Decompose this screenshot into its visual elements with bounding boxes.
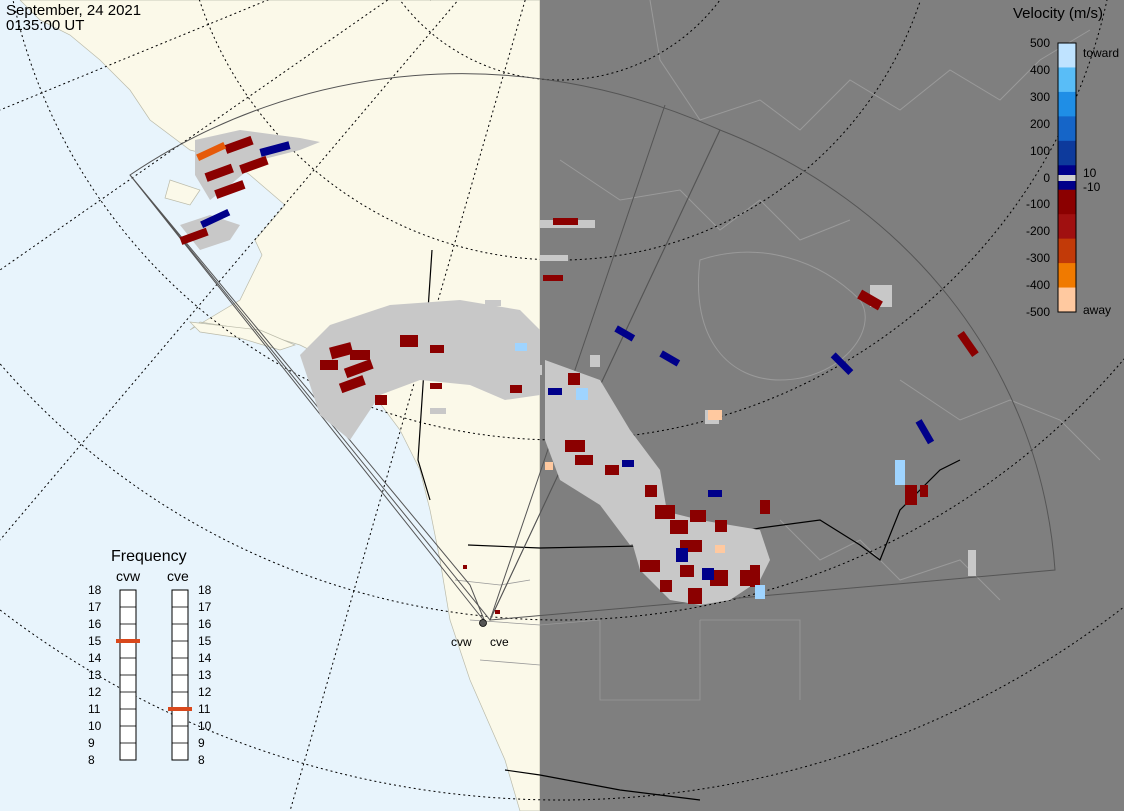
frequency-tick-label: 13 xyxy=(88,668,102,682)
frequency-marker xyxy=(168,707,192,711)
colorbar-tick-label: -300 xyxy=(1025,251,1050,266)
frequency-tick-label: 11 xyxy=(88,702,101,716)
colorbar-toward-label: toward xyxy=(1083,46,1120,60)
frequency-tick-label: 9 xyxy=(198,736,205,750)
colorbar-tick-label: 200 xyxy=(1029,116,1050,131)
colorbar-tick-label: -500 xyxy=(1025,305,1050,319)
frequency-tick-label: 16 xyxy=(88,617,102,631)
frequency-tick-label: 16 xyxy=(198,617,212,631)
colorbar-swatch xyxy=(1058,116,1076,142)
colorbar-swatch xyxy=(1058,214,1076,240)
colorbar-tick-label: -200 xyxy=(1025,224,1050,239)
frequency-tick-label: 13 xyxy=(198,668,212,682)
colorbar-away-label: away xyxy=(1083,303,1112,317)
colorbar-swatch xyxy=(1058,287,1076,313)
radar-fov xyxy=(129,73,1056,623)
frequency-tick-label: 12 xyxy=(198,685,212,699)
frequency-marker xyxy=(116,639,140,643)
colorbar-neg-threshold: -10 xyxy=(1083,180,1101,194)
colorbar-zero-band xyxy=(1058,175,1076,181)
frequency-scales xyxy=(116,589,192,761)
time-label: 0135:00 UT xyxy=(6,17,85,34)
frequency-tick-label: 18 xyxy=(198,583,212,597)
velocity-cells xyxy=(179,135,979,614)
colorbar-tick-label: -100 xyxy=(1025,197,1050,212)
colorbar-title: Velocity (m/s) xyxy=(1013,5,1104,22)
colorbar-tick-label: -400 xyxy=(1025,278,1050,293)
frequency-tick-label: 15 xyxy=(198,634,212,648)
colorbar-tick-label: 0 xyxy=(1043,170,1050,185)
colorbar-swatch xyxy=(1058,91,1076,117)
frequency-tick-label: 14 xyxy=(198,651,212,665)
frequency-tick-label: 14 xyxy=(88,651,102,665)
frequency-tick-label: 11 xyxy=(198,702,211,716)
colorbar-swatch xyxy=(1058,238,1076,264)
colorbar-swatch xyxy=(1058,140,1076,166)
frequency-tick-label: 15 xyxy=(88,634,102,648)
colorbar-swatch xyxy=(1058,43,1076,68)
radar-site-marker xyxy=(479,619,487,627)
frequency-radar-east: cve xyxy=(167,568,189,584)
colorbar-tick-label: 300 xyxy=(1029,89,1050,104)
colorbar-pos-threshold: 10 xyxy=(1083,166,1097,180)
colorbar-border xyxy=(1057,42,1077,313)
frequency-tick-label: 12 xyxy=(88,685,102,699)
date-label: September, 24 2021 xyxy=(6,2,142,19)
frequency-tick-label: 8 xyxy=(88,753,95,767)
frequency-tick-label: 10 xyxy=(88,719,102,733)
velocity-colorbar xyxy=(1057,42,1077,313)
radar-label-west: cvw xyxy=(451,635,472,649)
radar-label-east: cve xyxy=(490,635,509,649)
colorbar-swatch xyxy=(1058,189,1076,215)
colorbar-tick-label: 100 xyxy=(1029,143,1050,158)
frequency-title: Frequency xyxy=(111,548,187,565)
frequency-tick-label: 18 xyxy=(88,583,102,597)
colorbar-swatch xyxy=(1058,263,1076,289)
colorbar-tick-label: 500 xyxy=(1029,36,1050,50)
frequency-tick-label: 8 xyxy=(198,753,205,767)
frequency-tick-label: 9 xyxy=(88,736,95,750)
frequency-tick-label: 17 xyxy=(198,600,212,614)
frequency-tick-label: 10 xyxy=(198,719,212,733)
frequency-radar-west: cvw xyxy=(116,568,141,584)
colorbar-tick-label: 400 xyxy=(1029,62,1050,77)
state-lines xyxy=(454,579,801,701)
colorbar-swatch xyxy=(1058,67,1076,93)
night-shading xyxy=(540,0,1124,811)
frequency-tick-label: 17 xyxy=(88,600,102,614)
